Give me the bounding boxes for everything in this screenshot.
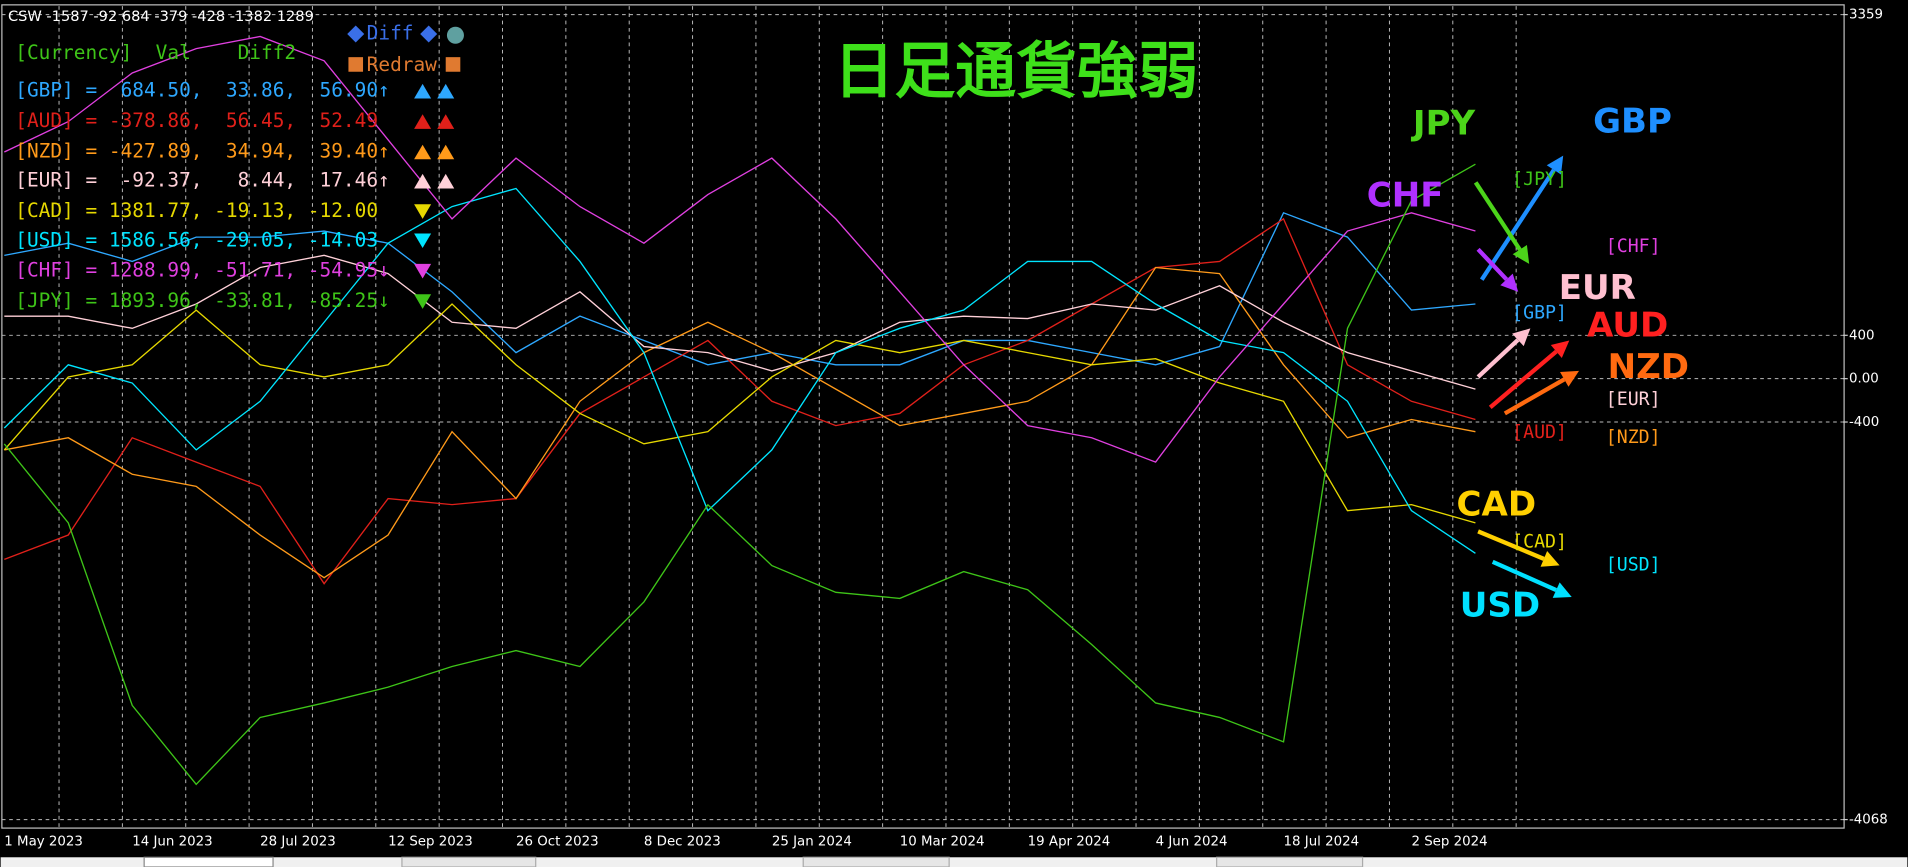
x-tick-label: 10 Mar 2024 [900, 834, 985, 849]
down-icon [414, 233, 432, 249]
annotation-layer: GBP [GBP] AUD [AUD] NZD [NZD] EUR [EUR] CAD [CAD]… [1367, 101, 1689, 625]
arrow-head [1560, 370, 1580, 387]
chart-title: 日足通貨強弱 [834, 37, 1199, 107]
panel-row: [USD] = 1586.56, -29.05, -14.03 [15, 228, 378, 251]
up-icon [437, 173, 455, 189]
arrow-head [1512, 244, 1530, 264]
x-tick-label: 8 Dec 2023 [644, 834, 721, 849]
series-name: NZD [1608, 347, 1689, 387]
tab-bar [0, 857, 1908, 867]
y-tick-label: 0.00 [1849, 372, 1879, 387]
button-label[interactable]: Diff [367, 22, 414, 45]
arrow-head [1546, 155, 1564, 175]
series-tag: [CHF] [1606, 236, 1661, 257]
panel-header: [Currency] Val Diff2 [15, 41, 296, 64]
arrow-head [1552, 582, 1572, 598]
series-tag: [GBP] [1512, 303, 1567, 324]
arrow-shaft [1488, 349, 1558, 409]
arrow-shaft [1491, 559, 1558, 593]
arrow-shaft [1479, 168, 1556, 281]
x-tick-label: 18 Jul 2024 [1284, 834, 1360, 849]
x-tick-label: 4 Jun 2024 [1156, 834, 1228, 849]
series-name: JPY [1411, 104, 1476, 144]
series-name: EUR [1559, 268, 1636, 308]
x-tick-label: 1 May 2023 [4, 834, 83, 849]
up-icon [414, 173, 432, 189]
up-icon [437, 114, 455, 129]
series-line [3, 187, 1476, 554]
series-line [4, 211, 1476, 366]
series-tag: [USD] [1606, 554, 1661, 575]
line-layer [3, 35, 1476, 786]
redraw-button[interactable]: Redraw [348, 53, 461, 76]
y-tick-label: -4068 [1849, 813, 1888, 828]
arrow-head [1512, 328, 1531, 347]
panel-row: [EUR] = -92.37, 8.44, 17.46↑ [15, 169, 389, 192]
arrow-shaft [1503, 377, 1566, 416]
arrow-shaft [1477, 529, 1545, 561]
circle-icon [446, 26, 464, 44]
panel-row: [CHF] = 1288.99, -51.71, -54.95↓ [15, 259, 389, 282]
arrow-shaft [1473, 181, 1522, 251]
square-icon [348, 57, 364, 72]
y-tick-label: 400 [1849, 328, 1874, 343]
series-line [4, 217, 1476, 585]
x-tick-label: 25 Jan 2024 [772, 834, 852, 849]
up-icon [414, 114, 432, 129]
status-text: CSW -1587 -92 684 -379 -428 -1382 1289 [8, 8, 314, 25]
series-tag: [NZD] [1606, 427, 1661, 448]
series-tag: [JPY] [1512, 169, 1567, 190]
tab[interactable] [802, 856, 950, 867]
series-tag: [AUD] [1512, 422, 1567, 443]
tab[interactable] [1216, 856, 1364, 867]
x-tick-label: 2 Sep 2024 [1411, 834, 1487, 849]
series-line [3, 303, 1476, 524]
panel-row: [GBP] = 684.50, 33.86, 56.90↑ [15, 79, 389, 102]
arrow-head [1500, 273, 1519, 292]
x-tick-label: 26 Oct 2023 [516, 834, 599, 849]
x-tick-label: 12 Sep 2023 [388, 834, 473, 849]
series-name: USD [1460, 585, 1540, 625]
panel-row: [CAD] = 1381.77, -19.13, -12.00 [15, 199, 378, 222]
plot-frame [1, 4, 1845, 829]
series-name: CHF [1367, 175, 1444, 215]
x-tick-label: 28 Jul 2023 [260, 834, 336, 849]
series-line [3, 163, 1476, 786]
series-name: CAD [1457, 484, 1537, 524]
series-name: AUD [1587, 306, 1668, 346]
arrow-shaft [1476, 338, 1520, 379]
series-line [4, 266, 1476, 579]
up-icon [437, 144, 455, 160]
down-icon [414, 263, 432, 279]
panel-row: [AUD] = -378.86, 56.45, 52.49 [15, 109, 378, 132]
y-tick-label: 3359 [1849, 8, 1883, 23]
currency-panel: [GBP] = 684.50, 33.86, 56.90↑ [AUD] = -37… [15, 79, 455, 312]
series-tag: [EUR] [1606, 389, 1661, 410]
series-name: GBP [1593, 101, 1672, 141]
series-line [4, 254, 1476, 390]
up-icon [414, 144, 432, 160]
panel-row: [NZD] = -427.89, 34.94, 39.40↑ [15, 139, 389, 162]
x-tick-label: 19 Apr 2024 [1028, 834, 1111, 849]
tab[interactable] [401, 856, 537, 867]
down-icon [414, 204, 432, 219]
button-label[interactable]: Redraw [367, 53, 438, 76]
grid-layer: 3359 400 0.00 -400 -4068 1 May 2023 14 Jun 202… [1, 6, 1888, 849]
diamond-icon [420, 25, 438, 43]
square-icon [445, 57, 461, 72]
tab[interactable] [143, 856, 274, 867]
series-tag: [CAD] [1512, 531, 1567, 552]
arrow-head [1540, 551, 1560, 567]
arrow-head [1550, 340, 1570, 358]
up-icon [437, 83, 455, 99]
panel-row: [JPY] = 1893.96, -33.81, -85.25↓ [15, 289, 389, 312]
arrow-shaft [1476, 247, 1509, 281]
up-icon [414, 83, 432, 99]
x-tick-label: 14 Jun 2023 [132, 834, 212, 849]
down-icon [414, 294, 432, 309]
series-line [4, 35, 1476, 463]
y-tick-label: -400 [1849, 415, 1879, 430]
